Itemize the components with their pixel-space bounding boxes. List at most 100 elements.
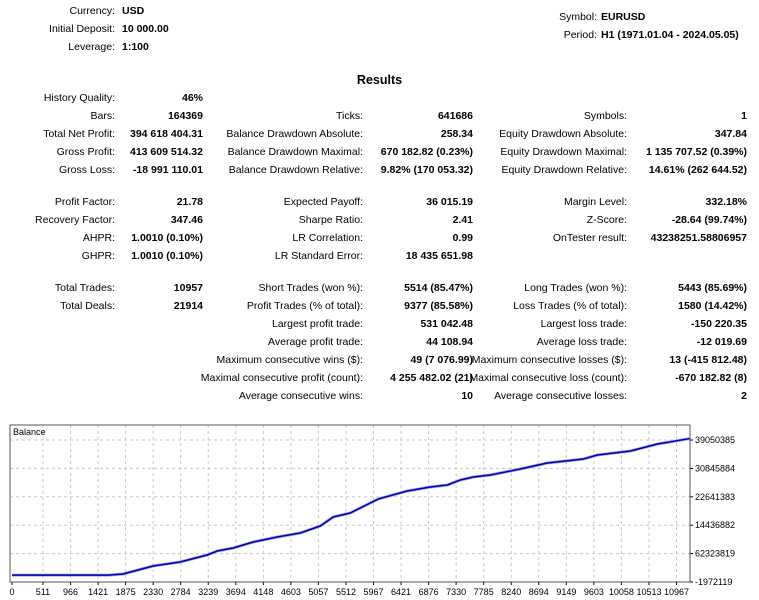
stat-label: Equity Drawdown Relative:: [501, 164, 627, 176]
stat-label: Largest profit trade:: [271, 318, 363, 330]
stat-label: Average consecutive losses:: [494, 390, 627, 402]
header-value: USD: [122, 5, 145, 17]
stat-value: 394 618 404.31: [130, 128, 203, 140]
x-tick-label: 1421: [88, 587, 108, 597]
stat-label: Expected Payoff:: [283, 196, 363, 208]
stat-label: Z-Score:: [586, 214, 627, 226]
stat-value: -18 991 110.01: [132, 164, 203, 176]
stat-label: Profit Factor:: [54, 196, 115, 208]
stat-label: Maximal consecutive profit (count):: [200, 372, 363, 384]
stat-value: 18 435 651.98: [405, 250, 473, 262]
x-tick-label: 5057: [308, 587, 328, 597]
y-tick-label: 39050385: [695, 435, 735, 445]
stat-value: 36 015.19: [426, 196, 473, 208]
x-tick-label: 9149: [556, 587, 576, 597]
stat-value: 0.99: [452, 232, 473, 244]
header-label: Period:: [563, 29, 597, 41]
y-tick-label: 22641383: [695, 492, 735, 502]
stat-value: -28.64 (99.74%): [671, 214, 747, 226]
x-tick-label: 5967: [364, 587, 384, 597]
stat-value: -670 182.82 (8): [675, 372, 747, 384]
x-tick-label: 966: [63, 587, 78, 597]
stat-label: Equity Drawdown Absolute:: [499, 128, 627, 140]
header-label: Symbol:: [559, 11, 597, 23]
stat-value: 49 (7 076.99): [410, 354, 473, 366]
balance-line: [12, 437, 691, 576]
stat-label: Gross Loss:: [58, 164, 115, 176]
stat-value: 1: [741, 110, 747, 122]
stat-value: 44 108.94: [426, 336, 473, 348]
stat-label: Total Deals:: [60, 300, 115, 312]
stat-value: 164369: [167, 110, 203, 122]
stat-value: 5443 (85.69%): [678, 282, 747, 294]
x-tick-label: 10967: [664, 587, 689, 597]
stat-label: LR Standard Error:: [274, 250, 363, 262]
stat-label: OnTester result:: [552, 232, 627, 244]
stat-value: 2.41: [452, 214, 473, 226]
stat-label: Average consecutive wins:: [238, 390, 363, 402]
stat-label: AHPR:: [82, 232, 115, 244]
stat-value: 1.0010 (0.10%): [131, 250, 203, 262]
y-tick-label: -1972119: [695, 577, 732, 587]
stat-label: Symbols:: [583, 110, 627, 122]
chart-title: Balance: [13, 427, 46, 437]
stat-value: 10: [461, 390, 473, 402]
stat-value: 1 135 707.52 (0.39%): [646, 146, 747, 158]
stat-value: 641686: [437, 110, 473, 122]
x-tick-label: 7785: [474, 587, 494, 597]
y-tick-label: 14436882: [695, 520, 735, 530]
stat-value: 332.18%: [705, 196, 747, 208]
stat-label: GHPR:: [81, 250, 115, 262]
stat-value: 13 (-415 812.48): [669, 354, 747, 366]
stat-value: 413 609 514.32: [130, 146, 203, 158]
header-label: Initial Deposit:: [49, 23, 115, 35]
stat-label: LR Correlation:: [292, 232, 363, 244]
stat-value: 14.61% (262 644.52): [648, 164, 747, 176]
stat-value: 46%: [181, 92, 203, 104]
stat-label: Balance Drawdown Maximal:: [227, 146, 363, 158]
balance-line-halo: [12, 437, 691, 577]
x-tick-label: 2330: [143, 587, 163, 597]
stat-value: 670 182.82 (0.23%): [380, 146, 473, 158]
stat-value: 5514 (85.47%): [404, 282, 473, 294]
x-tick-label: 4148: [253, 587, 273, 597]
results-title: Results: [356, 73, 403, 87]
stat-label: Maximum consecutive losses ($):: [471, 354, 627, 366]
stat-label: Maximum consecutive wins ($):: [216, 354, 363, 366]
y-tick-label: 30845884: [695, 463, 735, 473]
x-tick-label: 8240: [501, 587, 521, 597]
stat-value: -150 220.35: [690, 318, 747, 330]
x-tick-label: 3239: [198, 587, 218, 597]
stat-value: 2: [741, 390, 747, 402]
stat-value: 43238251.58806957: [650, 232, 747, 244]
x-tick-label: 6876: [419, 587, 439, 597]
stat-value: 10957: [173, 282, 203, 294]
stat-value: 258.34: [440, 128, 473, 140]
stat-label: Average profit trade:: [268, 336, 363, 348]
x-tick-label: 4603: [281, 587, 301, 597]
stat-label: Profit Trades (% of total):: [246, 300, 363, 312]
x-tick-label: 1875: [116, 587, 136, 597]
stat-label: Largest loss trade:: [540, 318, 627, 330]
stat-value: 1.0010 (0.10%): [131, 232, 203, 244]
stat-label: History Quality:: [43, 92, 115, 104]
x-tick-label: 7330: [446, 587, 466, 597]
stat-value: 21.78: [176, 196, 203, 208]
stat-value: 9377 (85.58%): [404, 300, 473, 312]
stat-value: 347.46: [170, 214, 203, 226]
stat-label: Margin Level:: [563, 196, 627, 208]
stat-value: 21914: [173, 300, 203, 312]
x-tick-label: 8694: [529, 587, 549, 597]
stat-value: 9.82% (170 053.32): [380, 164, 473, 176]
stat-label: Sharpe Ratio:: [298, 214, 363, 226]
stat-label: Maximal consecutive loss (count):: [469, 372, 627, 384]
stat-label: Short Trades (won %):: [258, 282, 363, 294]
stat-label: Average loss trade:: [536, 336, 627, 348]
x-tick-label: 5512: [336, 587, 356, 597]
stat-label: Bars:: [90, 110, 115, 122]
balance-chart: 0 511 966 1421 1875 2330 2784 3239 3694 4148 4603 5…: [9, 424, 735, 597]
stat-label: Total Trades:: [54, 282, 115, 294]
header-value: H1 (1971.01.04 - 2024.05.05): [601, 29, 739, 41]
stat-label: Ticks:: [335, 110, 363, 122]
header-value: EURUSD: [601, 11, 646, 23]
